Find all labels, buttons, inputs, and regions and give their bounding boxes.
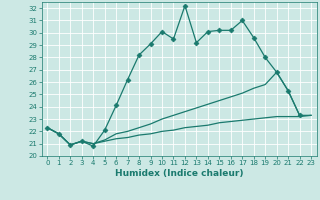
X-axis label: Humidex (Indice chaleur): Humidex (Indice chaleur): [115, 169, 244, 178]
